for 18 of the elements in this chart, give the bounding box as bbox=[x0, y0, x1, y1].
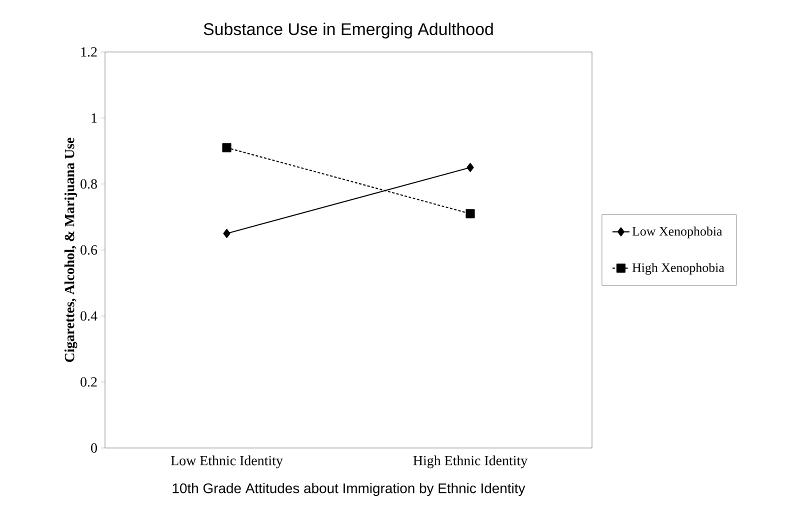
x-axis-title: 10th Grade Attitudes about Immigration by Ethnic Identity bbox=[172, 483, 526, 496]
y-tick-label: 0.8 bbox=[80, 179, 97, 189]
point bbox=[223, 228, 230, 238]
x-tick-label: High Ethnic Identity bbox=[413, 455, 528, 468]
y-tick-label: 0 bbox=[91, 443, 97, 453]
y-tick-label: 0.4 bbox=[80, 311, 98, 321]
legend-label: High Xenophobia bbox=[632, 262, 724, 275]
y-tick-label: 1.2 bbox=[81, 47, 97, 57]
x-tick-label: Low Ethnic Identity bbox=[170, 455, 283, 468]
legend-label: Low Xenophobia bbox=[632, 226, 722, 238]
point bbox=[466, 209, 475, 218]
y-tick-label: 0.2 bbox=[80, 377, 97, 387]
y-axis-title: Cigarettes, Alcohol, & Marijuana Use bbox=[64, 138, 78, 362]
chart-title: Substance Use in Emerging Adulthood bbox=[204, 22, 493, 39]
y-tick-label: 1 bbox=[92, 113, 97, 123]
point bbox=[222, 143, 232, 152]
y-tick-label: 0.6 bbox=[80, 245, 98, 255]
point bbox=[466, 162, 474, 172]
